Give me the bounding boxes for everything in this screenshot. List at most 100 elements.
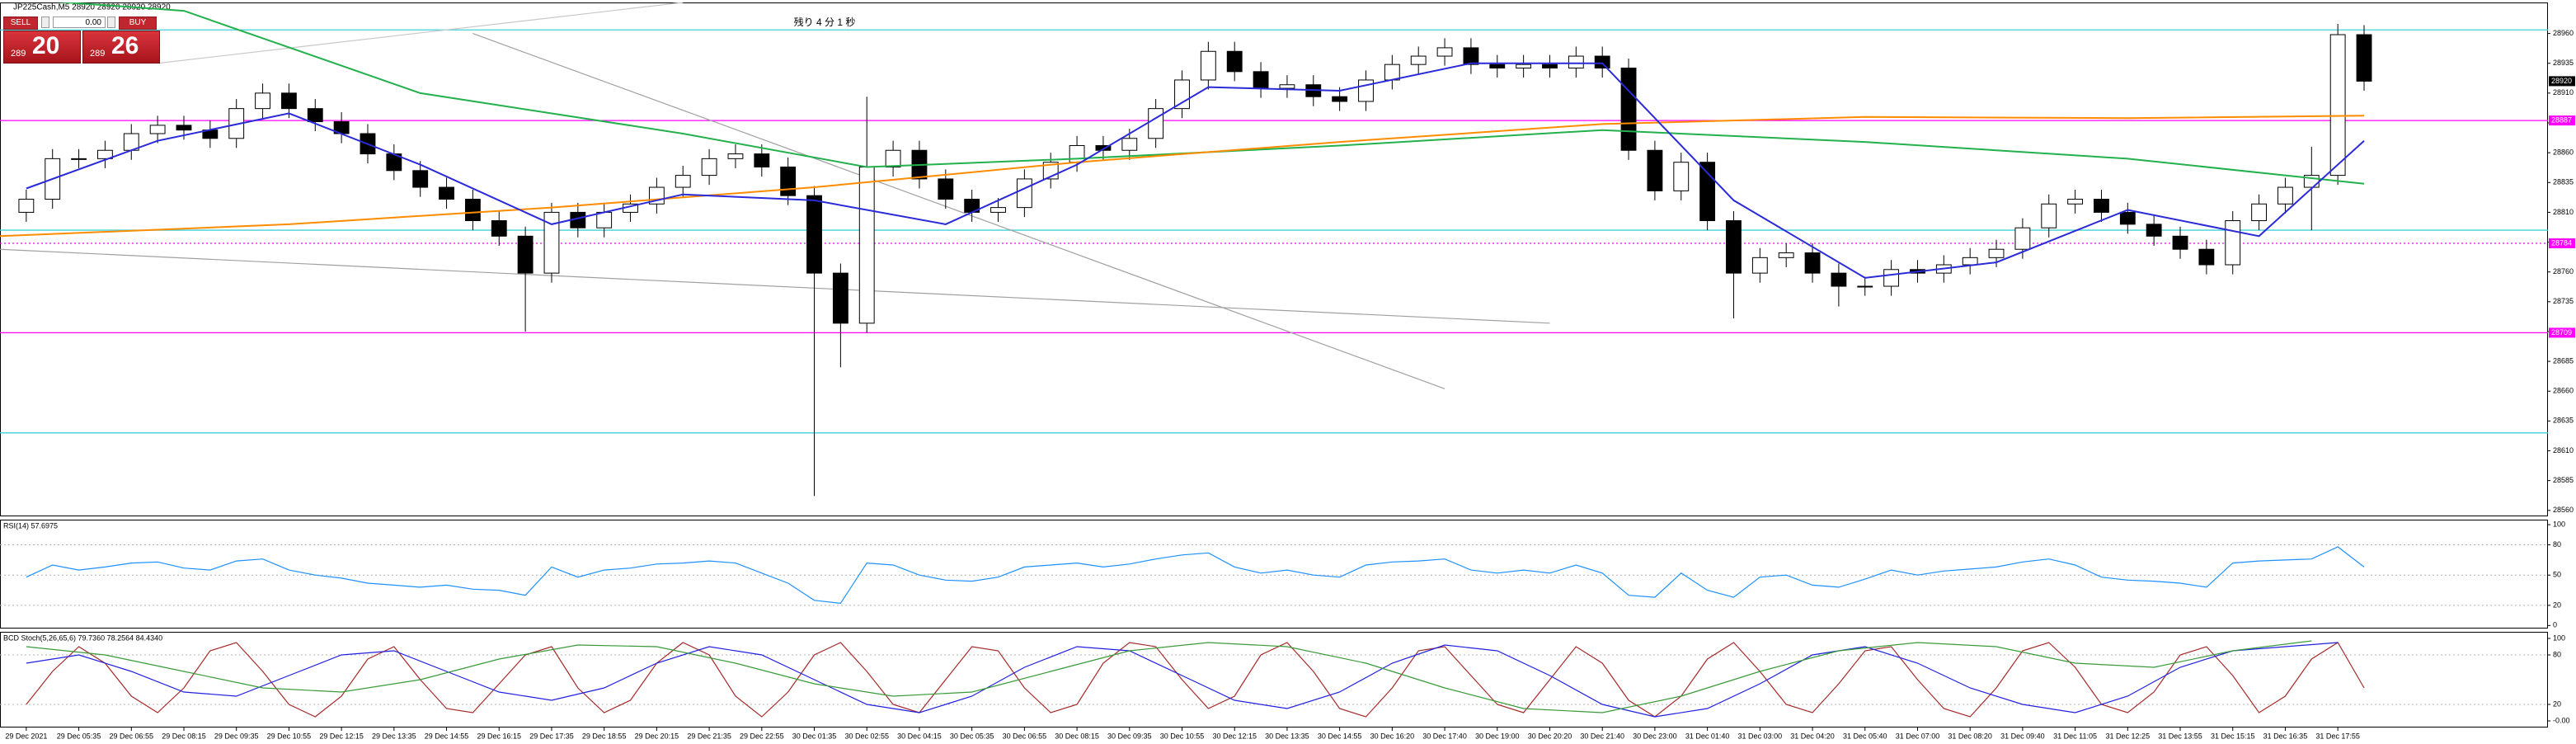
- candle-body: [1226, 50, 1243, 73]
- buy-quote[interactable]: 289 26: [82, 31, 160, 64]
- pane-frame: [0, 2, 2548, 516]
- x-tick-label: 30 Dec 08:15: [1055, 732, 1099, 740]
- x-tick-label: 29 Dec 18:55: [582, 732, 627, 740]
- candle-body: [491, 220, 507, 237]
- y-tick-label: 28685: [2553, 356, 2574, 365]
- candle-body: [412, 170, 429, 188]
- lot-dropdown[interactable]: [41, 16, 49, 28]
- y-tick-label: 28560: [2553, 506, 2574, 514]
- x-tick-label: 31 Dec 15:15: [2211, 732, 2255, 740]
- y-tick-label: 100: [2553, 633, 2565, 642]
- y-tick-label: 28810: [2553, 208, 2574, 216]
- candle-body: [1148, 108, 1164, 139]
- candle-body: [307, 108, 323, 123]
- y-tick-label: 28635: [2553, 417, 2574, 425]
- candle-body: [1988, 248, 2005, 258]
- level-tag-label: 28709: [2551, 328, 2572, 337]
- x-tick-label: 30 Dec 06:55: [1003, 732, 1047, 740]
- buy-price-prefix: 289: [90, 49, 106, 59]
- candle-body: [2329, 34, 2346, 177]
- symbol-info: JP225Cash,M5 28920 28920 28920 28920: [13, 3, 171, 12]
- candle-body: [2119, 211, 2136, 225]
- y-tick-label: 28735: [2553, 297, 2574, 305]
- candle-body: [1778, 252, 1794, 258]
- y-tick-label: 28935: [2553, 59, 2574, 67]
- candle-body: [885, 149, 901, 167]
- x-tick-label: 30 Dec 19:00: [1475, 732, 1520, 740]
- sell-button[interactable]: SELL: [3, 16, 38, 30]
- indicator-line: [26, 62, 2365, 279]
- candle-body: [280, 92, 297, 110]
- candle-body: [1516, 64, 1532, 69]
- candle-body: [858, 166, 875, 324]
- candle-body: [71, 158, 87, 160]
- candle-body: [1384, 64, 1400, 81]
- x-tick-label: 30 Dec 17:40: [1422, 732, 1467, 740]
- y-tick-label: 20: [2553, 699, 2561, 708]
- candle-body: [176, 125, 192, 131]
- candle-body: [2198, 248, 2215, 266]
- y-tick-label: 28610: [2553, 446, 2574, 454]
- x-tick-label: 29 Dec 2021: [5, 732, 47, 740]
- candle-body: [1410, 55, 1427, 65]
- x-tick-label: 30 Dec 20:20: [1528, 732, 1572, 740]
- one-click-trading: SELL 0.00 BUY 289 20 289 26: [2, 15, 163, 64]
- candle-body: [2014, 227, 2031, 250]
- buy-button[interactable]: BUY: [119, 16, 157, 30]
- pane: [0, 640, 2548, 718]
- indicator-line: [26, 546, 2365, 605]
- indicator-line: [26, 642, 2339, 718]
- last-price-tag: [2549, 76, 2575, 87]
- candle-body: [2041, 203, 2057, 228]
- y-tick-label: 28860: [2553, 148, 2574, 157]
- x-tick-label: 31 Dec 03:00: [1738, 732, 1783, 740]
- candle-body: [1962, 257, 1978, 266]
- candle-body: [543, 211, 560, 274]
- y-tick-label: 28910: [2553, 88, 2574, 97]
- candle-body: [1594, 55, 1610, 69]
- lot-size[interactable]: 0.00: [53, 16, 106, 28]
- candle-body: [675, 175, 691, 188]
- candle-body: [806, 195, 822, 274]
- y-tick-label: 80: [2553, 540, 2561, 549]
- candle-body: [1016, 178, 1032, 209]
- candle-body: [701, 158, 717, 177]
- sell-price-prefix: 289: [11, 49, 26, 59]
- x-tick-label: 30 Dec 13:35: [1265, 732, 1309, 740]
- x-tick-label: 29 Dec 20:15: [635, 732, 679, 740]
- candle-body: [1620, 68, 1637, 151]
- y-tick-label: -0.00: [2553, 716, 2570, 724]
- x-tick-label: 29 Dec 21:35: [687, 732, 731, 740]
- candle-body: [1699, 162, 1716, 222]
- candle-body: [1095, 144, 1112, 151]
- x-tick-label: 29 Dec 08:15: [162, 732, 206, 740]
- candle-body: [754, 153, 770, 167]
- x-tick-label: 30 Dec 23:00: [1633, 732, 1677, 740]
- sell-quote[interactable]: 289 20: [3, 31, 81, 64]
- x-tick-label: 31 Dec 11:05: [2053, 732, 2097, 740]
- candle-body: [1436, 47, 1453, 57]
- buy-price-pips: 26: [111, 32, 139, 59]
- candle-body: [1174, 79, 1190, 110]
- sell-price-pips: 20: [32, 32, 60, 59]
- candle-body: [439, 186, 454, 200]
- candle-body: [97, 149, 113, 159]
- x-tick-label: 29 Dec 14:55: [425, 732, 469, 740]
- candle-body: [2251, 203, 2268, 222]
- candle-body: [464, 199, 481, 222]
- candle-body: [2278, 186, 2293, 205]
- lot-spin[interactable]: [107, 16, 115, 28]
- candle-body: [1463, 47, 1479, 65]
- x-tick-label: 31 Dec 07:00: [1896, 732, 1940, 740]
- level-tag-label: 28887: [2551, 115, 2572, 124]
- y-tick-label: 80: [2553, 650, 2561, 658]
- candle-body: [596, 211, 613, 228]
- pane-frame: [0, 520, 2548, 629]
- x-tick-label: 30 Dec 16:20: [1370, 732, 1415, 740]
- trend-line: [0, 248, 1550, 324]
- candle-body: [1857, 285, 1873, 288]
- candle-body: [727, 153, 744, 159]
- candle-body: [1489, 64, 1506, 69]
- candle-body: [938, 178, 954, 200]
- candle-body: [1069, 144, 1085, 163]
